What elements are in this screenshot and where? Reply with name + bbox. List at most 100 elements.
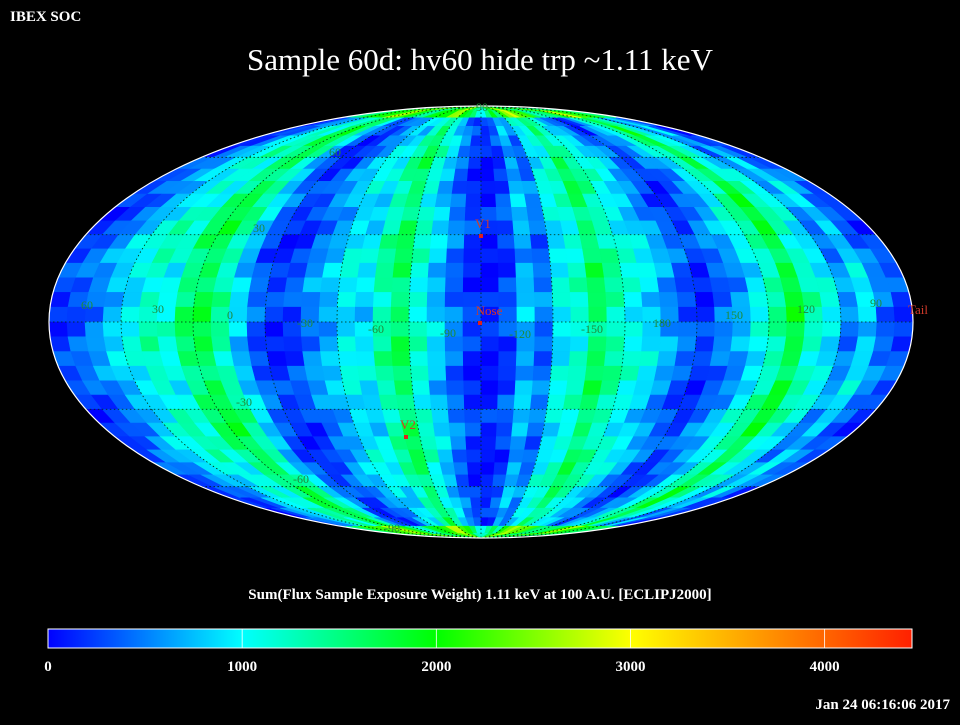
colorbar-tick-label: 0 xyxy=(44,659,52,675)
flux-cell xyxy=(246,321,266,338)
flux-cell xyxy=(451,181,468,195)
flux-cell xyxy=(678,306,698,323)
flux-cell xyxy=(495,207,514,222)
flux-cell xyxy=(494,181,511,195)
latitude-label: -90 xyxy=(384,521,400,535)
flux-cell xyxy=(444,351,464,367)
flux-cell xyxy=(390,336,411,352)
flux-cell xyxy=(457,486,471,499)
flux-cell xyxy=(599,248,620,264)
flux-cell xyxy=(444,277,464,293)
flux-cell xyxy=(231,277,253,293)
flux-cell xyxy=(429,234,449,250)
flux-cell xyxy=(265,292,286,308)
flux-cell xyxy=(582,248,603,264)
flux-cell xyxy=(428,380,448,396)
longitude-label: 180 xyxy=(653,316,671,330)
flux-cell xyxy=(552,306,572,323)
flux-cell xyxy=(568,351,589,367)
flux-cell xyxy=(462,351,482,367)
flux-cell xyxy=(497,394,516,410)
flux-cell xyxy=(211,336,232,352)
flux-cell xyxy=(498,277,518,293)
flux-cell xyxy=(455,474,470,488)
flux-cell xyxy=(480,181,496,195)
flux-cell xyxy=(322,262,343,279)
latitude-label: -30 xyxy=(236,395,252,409)
flux-cell xyxy=(498,351,518,367)
flux-cell xyxy=(639,351,660,367)
flux-cell xyxy=(302,277,323,293)
latitude-label: 30 xyxy=(253,221,265,235)
flux-cell xyxy=(839,306,860,323)
flux-cell xyxy=(453,462,469,476)
flux-cell xyxy=(466,181,482,195)
flux-cell xyxy=(463,380,482,396)
flux-cell xyxy=(448,207,467,222)
flux-cell xyxy=(466,449,482,464)
flux-cell xyxy=(480,157,495,170)
flux-cell xyxy=(890,336,913,352)
map-outline xyxy=(48,105,914,539)
flux-cell xyxy=(621,277,642,293)
flux-cell xyxy=(495,422,514,438)
flux-cell xyxy=(551,292,572,308)
flux-cell xyxy=(584,262,605,279)
marker-dot xyxy=(404,435,408,439)
flux-cell xyxy=(372,306,392,323)
flux-cell xyxy=(819,292,841,308)
flux-cell xyxy=(658,292,679,308)
flux-cell xyxy=(516,306,536,323)
flux-cell xyxy=(439,168,456,182)
flux-cell xyxy=(447,408,466,424)
flux-cell xyxy=(467,157,482,170)
meridian-line xyxy=(480,106,554,538)
flux-cell xyxy=(49,336,72,352)
flux-cell xyxy=(552,321,572,338)
flux-cell xyxy=(495,436,512,451)
flux-cell xyxy=(748,292,769,308)
latitude-label: 90 xyxy=(476,100,488,114)
flux-cell xyxy=(730,336,751,352)
flux-cell xyxy=(605,292,626,308)
flux-cell xyxy=(623,336,643,352)
flux-cell xyxy=(85,336,107,352)
flux-cell xyxy=(390,306,410,323)
flux-cell xyxy=(408,306,428,323)
flux-cell xyxy=(248,351,270,367)
marker-label: V1 xyxy=(475,216,491,231)
flux-cell xyxy=(765,292,787,308)
flux-cell xyxy=(528,408,548,424)
flux-cell xyxy=(533,277,553,293)
flux-cell xyxy=(426,292,446,308)
flux-cell xyxy=(509,193,528,208)
flux-cell xyxy=(390,321,410,338)
flux-cell xyxy=(549,262,570,279)
flux-cell xyxy=(395,234,416,250)
flux-cell xyxy=(357,365,378,382)
flux-cell xyxy=(463,262,482,279)
flux-cell xyxy=(532,262,552,279)
flux-cell xyxy=(750,321,770,338)
flux-cell xyxy=(411,248,431,264)
flux-cell xyxy=(497,234,516,250)
marker-label: Tail xyxy=(908,302,928,317)
flux-cell xyxy=(121,336,143,352)
flux-cell xyxy=(103,292,125,308)
graticule xyxy=(49,106,913,538)
flux-cell xyxy=(621,351,642,367)
flux-cell xyxy=(102,306,123,323)
flux-cell xyxy=(513,394,533,410)
flux-cell xyxy=(411,380,431,396)
flux-cell xyxy=(821,321,842,338)
flux-cell xyxy=(394,248,414,264)
flux-cell xyxy=(469,145,482,158)
flux-cell xyxy=(639,277,660,293)
flux-cell xyxy=(872,336,895,352)
flux-cell xyxy=(603,351,624,367)
latitude-label: -60 xyxy=(293,472,309,486)
flux-cell xyxy=(304,365,326,382)
flux-cell xyxy=(390,292,411,308)
flux-cell xyxy=(801,336,823,352)
flux-cell xyxy=(730,292,751,308)
